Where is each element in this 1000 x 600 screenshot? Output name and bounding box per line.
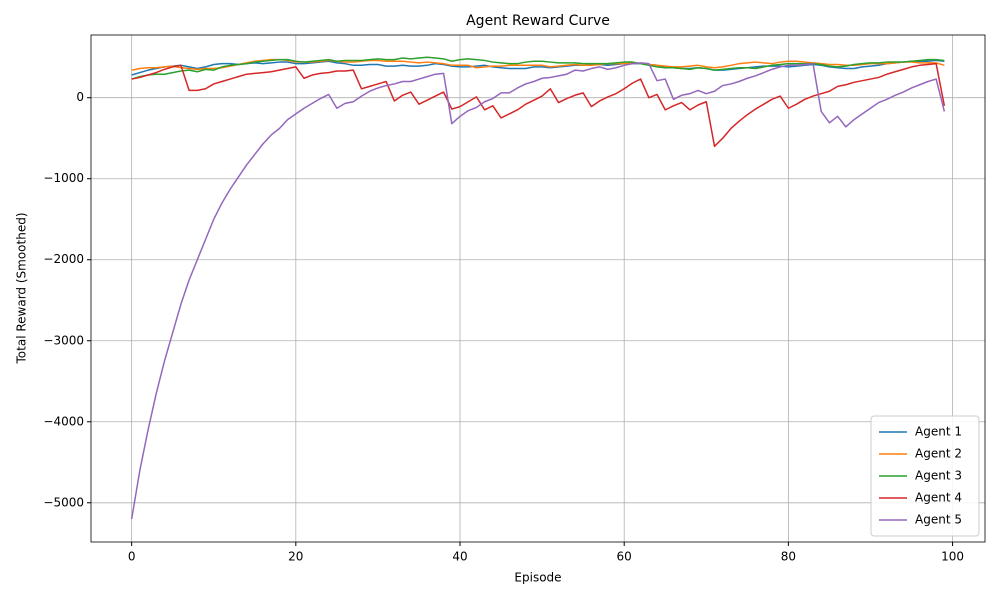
x-tick-label: 60 bbox=[617, 550, 632, 564]
x-tick-label: 0 bbox=[128, 550, 136, 564]
y-tick-label: −3000 bbox=[43, 333, 84, 347]
legend-label: Agent 2 bbox=[915, 447, 962, 461]
y-tick-label: −4000 bbox=[43, 414, 84, 428]
legend-label: Agent 3 bbox=[915, 469, 962, 483]
series-line bbox=[130, 62, 946, 520]
series-line bbox=[131, 58, 945, 71]
y-tick-label: −1000 bbox=[43, 171, 84, 185]
chart-title: Agent Reward Curve bbox=[466, 13, 610, 29]
y-tick-label: −5000 bbox=[43, 495, 84, 509]
x-tick-label: 80 bbox=[781, 550, 796, 564]
plot-frame bbox=[90, 34, 986, 543]
legend-label: Agent 4 bbox=[915, 491, 962, 505]
series-line bbox=[131, 62, 946, 148]
x-axis-label: Episode bbox=[514, 571, 561, 585]
y-tick-label: 0 bbox=[76, 90, 84, 104]
y-axis-label: Total Reward (Smoothed) bbox=[15, 212, 29, 364]
legend-label: Agent 5 bbox=[915, 513, 962, 527]
legend-label: Agent 1 bbox=[915, 425, 962, 439]
x-tick-label: 20 bbox=[288, 550, 303, 564]
x-tick-label: 40 bbox=[452, 550, 467, 564]
x-tick-label: 100 bbox=[941, 550, 964, 564]
series-line bbox=[131, 59, 945, 76]
y-tick-label: −2000 bbox=[43, 252, 84, 266]
legend-box bbox=[870, 415, 980, 537]
